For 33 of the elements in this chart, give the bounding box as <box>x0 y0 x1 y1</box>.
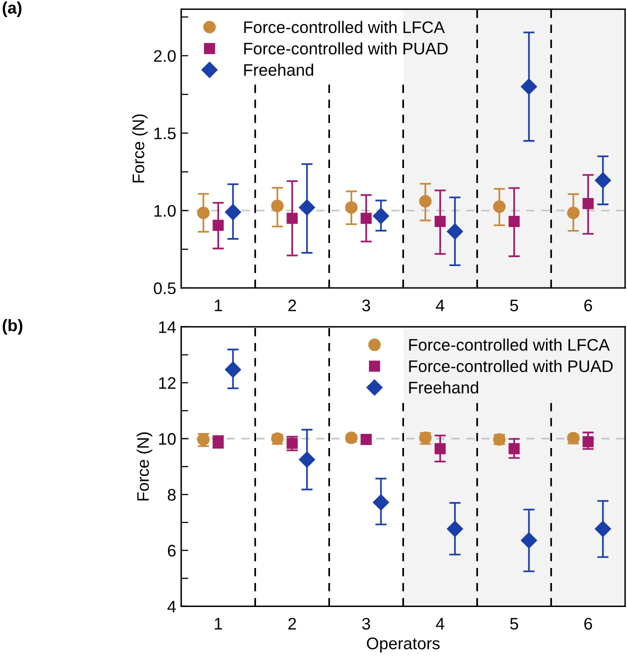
y-tick-label: 2.0 <box>154 50 176 62</box>
x-tick-label: 4 <box>436 300 444 312</box>
x-tick-label: 4 <box>436 618 444 630</box>
x-axis-title: Operators <box>366 638 440 653</box>
y-tick-label: 14 <box>159 321 176 333</box>
legend-label: Force-controlled with LFCA <box>409 338 610 351</box>
y-tick-label: 8 <box>168 488 176 501</box>
y-tick-label: 0.5 <box>154 282 176 294</box>
x-tick-label: 3 <box>362 300 370 312</box>
y-axis-title: Force (N) <box>132 114 148 182</box>
y-tick-label: 10 <box>159 433 176 445</box>
text: (a) <box>2 1 22 17</box>
legend-label: Freehand <box>409 381 478 394</box>
legend-label: Force-controlled with PUAD <box>244 42 448 55</box>
y-tick-label: 4 <box>167 600 176 612</box>
x-tick-label: 2 <box>288 618 296 630</box>
x-tick-label: 5 <box>510 618 518 630</box>
x-tick-label: 5 <box>510 300 518 312</box>
y-tick-label: 12 <box>159 377 176 389</box>
y-axis-title: Force (N) <box>136 432 152 500</box>
x-tick-label: 3 <box>362 618 370 630</box>
legend-label: Freehand <box>244 64 314 76</box>
x-tick-label: 1 <box>214 618 222 630</box>
text: (b) <box>2 319 22 335</box>
legend-label: Force-controlled with LFCA <box>244 20 445 34</box>
x-tick-label: 6 <box>584 300 592 312</box>
legend-label: Force-controlled with PUAD <box>409 360 613 372</box>
y-tick-label: 6 <box>168 544 176 557</box>
y-tick-label: 1.0 <box>154 204 176 217</box>
x-tick-label: 1 <box>214 300 222 312</box>
x-tick-label: 2 <box>288 300 296 312</box>
y-tick-label: 1.5 <box>154 128 176 140</box>
x-tick-label: 6 <box>584 618 592 630</box>
